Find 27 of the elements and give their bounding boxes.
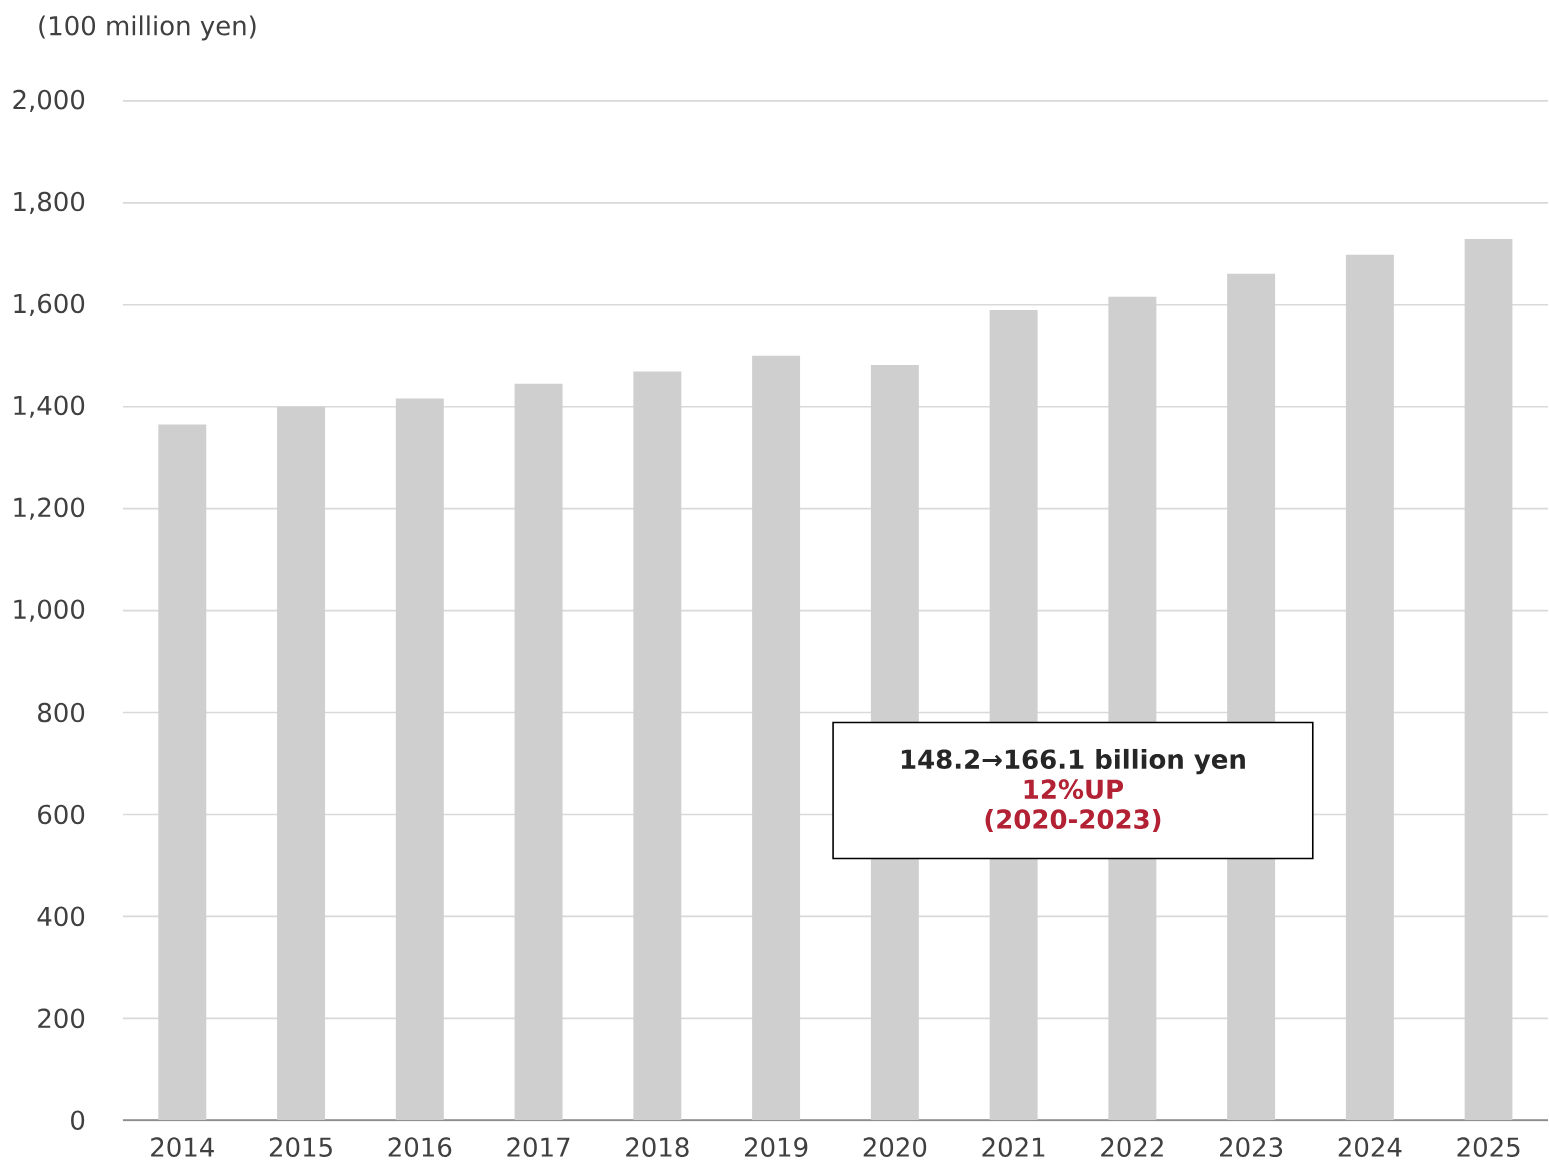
- x-tick-label: 2024: [1338, 1137, 1402, 1157]
- y-tick-label: 600: [38, 804, 85, 825]
- x-tick-label: 2023: [1219, 1137, 1283, 1157]
- x-tick-label: 2021: [982, 1137, 1045, 1157]
- x-tick-label: 2020: [863, 1137, 927, 1157]
- x-tick-label: 2014: [151, 1137, 214, 1157]
- y-tick-label: 400: [37, 906, 85, 927]
- x-tick-label: 2017: [507, 1137, 570, 1157]
- y-tick-label: 1,800: [14, 191, 85, 214]
- x-tick-label: 2022: [1101, 1137, 1163, 1157]
- y-tick-label: 1,400: [14, 395, 85, 418]
- y-tick-label: 200: [38, 1008, 85, 1029]
- y-tick-label: 0: [71, 1110, 85, 1130]
- annotation: 148.2→166.1 billion yen: [901, 748, 1245, 775]
- y-tick-label: 1,200: [14, 497, 85, 520]
- x-tick-label: 2019: [744, 1137, 808, 1157]
- y-axis-title: (100 million yen): [39, 15, 256, 41]
- y-tick-label: 2,000: [13, 89, 85, 112]
- y-tick-label: 1,600: [14, 293, 85, 316]
- annotation: 12%UP: [1024, 779, 1124, 799]
- x-tick-label: 2015: [269, 1137, 332, 1157]
- y-tick-label: 1,000: [14, 599, 85, 622]
- y-tick-label: 800: [38, 702, 85, 723]
- x-tick-label: 2016: [388, 1137, 452, 1157]
- x-tick-label: 2025: [1457, 1137, 1520, 1157]
- annotation: (2020-2023): [985, 808, 1161, 832]
- x-tick-label: 2018: [626, 1137, 689, 1157]
